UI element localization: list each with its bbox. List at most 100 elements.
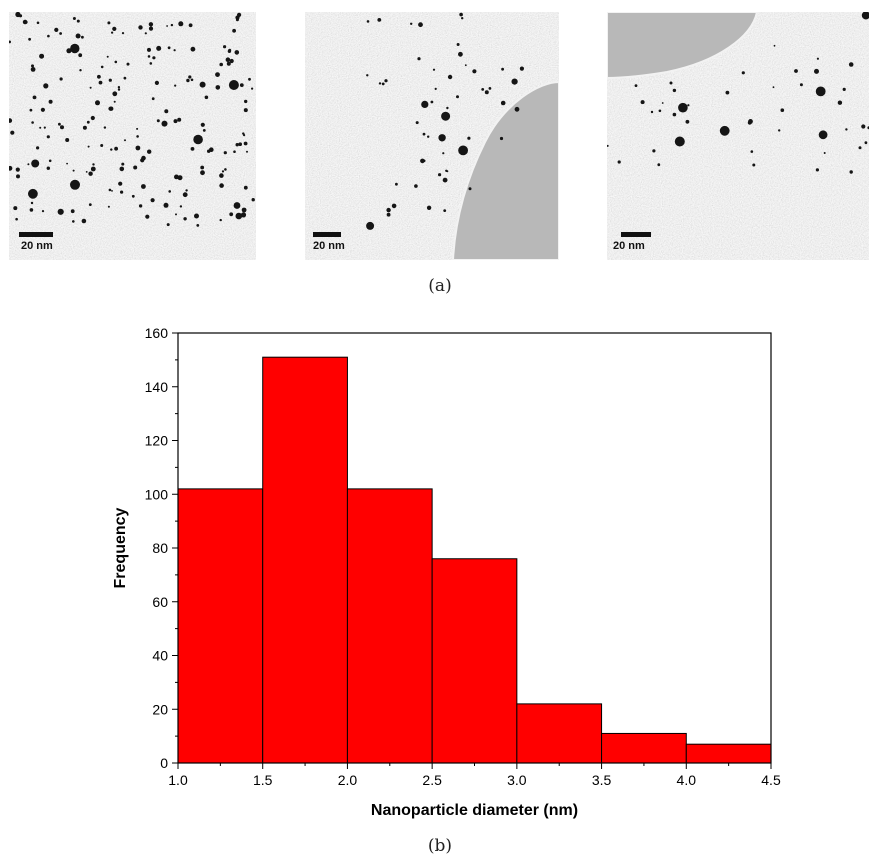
nanoparticle — [76, 19, 80, 23]
nanoparticle — [799, 83, 803, 87]
nanoparticle — [391, 203, 397, 209]
nanoparticle — [121, 162, 125, 166]
nanoparticle — [199, 81, 206, 88]
nanoparticle — [65, 138, 70, 142]
nanoparticle — [366, 221, 375, 230]
nanoparticle — [88, 203, 92, 207]
nanoparticle — [148, 26, 154, 31]
nanoparticle — [173, 119, 178, 124]
nanoparticle — [242, 132, 245, 135]
y-tick-label: 160 — [145, 325, 169, 341]
nanoparticle — [168, 190, 171, 193]
nanoparticle — [113, 100, 116, 103]
nanoparticle — [185, 189, 188, 192]
tem-image-3: 20 nm — [607, 12, 869, 260]
x-tick-label: 4.0 — [677, 772, 697, 788]
histogram-bars — [177, 356, 772, 764]
x-tick-label: 2.0 — [338, 772, 358, 788]
nanoparticle — [232, 28, 237, 33]
nanoparticle — [640, 100, 645, 105]
nanoparticle — [48, 159, 52, 163]
y-tick-label: 40 — [152, 648, 168, 664]
nanoparticle — [215, 72, 220, 77]
nanoparticle — [814, 68, 819, 74]
nanoparticle — [120, 190, 124, 194]
nanoparticle — [219, 173, 224, 178]
scale-bar — [19, 232, 53, 237]
x-tick-label: 3.0 — [507, 772, 527, 788]
nanoparticle — [147, 47, 151, 52]
nanoparticle — [194, 213, 199, 219]
nanoparticle — [138, 25, 143, 30]
nanoparticle — [719, 125, 730, 136]
x-axis-label: Nanoparticle diameter (nm) — [371, 802, 578, 819]
nanoparticle — [150, 198, 155, 203]
nanoparticle — [9, 40, 11, 44]
nanoparticle — [24, 20, 28, 24]
nanoparticle — [204, 95, 209, 100]
nanoparticle — [123, 76, 127, 80]
nanoparticle — [858, 146, 862, 150]
nanoparticle — [366, 20, 370, 23]
nanoparticle — [815, 86, 826, 97]
nanoparticle — [386, 207, 391, 213]
nanoparticle — [59, 77, 63, 81]
nanoparticle — [240, 212, 247, 218]
nanoparticle — [108, 78, 112, 82]
y-tick-label: 60 — [152, 594, 168, 610]
nanoparticle — [661, 102, 664, 104]
nanoparticle — [741, 71, 745, 75]
nanoparticle — [167, 46, 171, 50]
nanoparticle — [442, 152, 445, 155]
nanoparticle — [239, 83, 244, 87]
nanoparticle — [186, 78, 190, 83]
nanoparticle — [418, 22, 423, 28]
scale-bar — [313, 232, 341, 237]
nanoparticle — [131, 194, 135, 198]
nanoparticle — [461, 17, 464, 20]
nanoparticle — [501, 67, 504, 71]
nanoparticle — [70, 209, 75, 214]
nanoparticle — [30, 67, 36, 72]
nanoparticle — [227, 49, 232, 53]
nanoparticle — [109, 106, 114, 111]
nanoparticle — [90, 166, 96, 172]
nanoparticle — [174, 174, 179, 180]
histogram-bar — [685, 743, 772, 764]
nanoparticle — [107, 205, 110, 208]
nanoparticle — [499, 136, 504, 141]
nanoparticle — [200, 165, 205, 170]
x-tick-label: 4.5 — [761, 772, 781, 788]
nanoparticle — [366, 74, 369, 77]
nanoparticle — [100, 144, 104, 147]
nanoparticle — [81, 35, 84, 39]
tem-image-2-graphic: 20 nm — [305, 12, 559, 260]
nanoparticle — [773, 44, 776, 47]
panel-b-caption: (b) — [427, 836, 453, 856]
nanoparticle — [72, 169, 75, 172]
nanoparticle — [378, 82, 382, 85]
nanoparticle — [456, 95, 459, 99]
nanoparticle — [110, 148, 113, 151]
nanoparticle — [415, 121, 419, 125]
nanoparticle — [229, 212, 234, 217]
nanoparticle — [381, 82, 385, 86]
histogram-bar — [431, 558, 518, 764]
nanoparticle — [89, 86, 92, 89]
nanoparticle — [90, 115, 95, 121]
nanoparticle — [377, 18, 382, 22]
nanoparticle — [456, 43, 460, 46]
nanoparticle — [420, 158, 425, 164]
nanoparticle — [442, 177, 448, 183]
nanoparticle — [519, 66, 524, 71]
nanoparticle — [156, 119, 160, 123]
tem-image-1: 20 nm — [9, 12, 256, 260]
x-tick-label: 1.0 — [168, 772, 188, 788]
panel-a-caption: (a) — [428, 276, 452, 296]
nanoparticle — [725, 90, 730, 95]
nanoparticle — [149, 62, 153, 65]
nanoparticle — [514, 106, 520, 112]
nanoparticle — [235, 212, 243, 220]
nanoparticle — [31, 159, 40, 168]
scale-bar-label: 20 nm — [613, 240, 645, 252]
